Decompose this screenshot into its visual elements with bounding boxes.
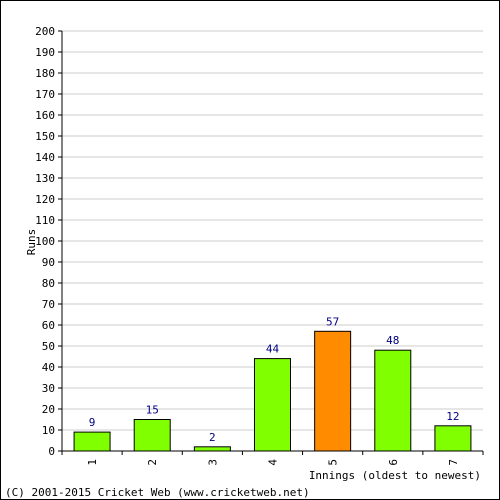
y-tick-label: 180: [35, 67, 55, 80]
data-label: 9: [89, 416, 96, 429]
y-tick-label: 90: [42, 256, 55, 269]
x-tick-label: 6: [387, 459, 400, 466]
data-label: 44: [266, 343, 280, 356]
bar: [254, 358, 291, 452]
x-axis-label: Innings (oldest to newest): [309, 469, 481, 482]
x-tick-label: 5: [327, 459, 340, 466]
y-tick-label: 140: [35, 151, 55, 164]
y-tick-label: 10: [42, 424, 55, 437]
y-tick-label: 170: [35, 88, 55, 101]
bar: [73, 431, 111, 452]
y-tick-label: 160: [35, 109, 55, 122]
y-tick-label: 100: [35, 235, 55, 248]
copyright-text: (C) 2001-2015 Cricket Web (www.cricketwe…: [5, 486, 310, 499]
data-label: 57: [326, 315, 339, 328]
data-label: 15: [146, 404, 159, 417]
y-tick-label: 200: [35, 25, 55, 38]
x-tick-label: 2: [146, 459, 159, 466]
y-tick-label: 120: [35, 193, 55, 206]
x-tick-label: 7: [447, 459, 460, 466]
y-tick-label: 50: [42, 340, 55, 353]
data-label: 48: [386, 334, 399, 347]
bar: [374, 349, 412, 452]
y-tick-label: 110: [35, 214, 55, 227]
bar: [434, 425, 472, 452]
y-tick-label: 40: [42, 361, 55, 374]
bar: [193, 446, 231, 452]
y-tick-label: 20: [42, 403, 55, 416]
data-label: 2: [209, 431, 216, 444]
data-label: 12: [446, 410, 459, 423]
y-tick-label: 130: [35, 172, 55, 185]
bar: [133, 419, 171, 452]
y-tick-label: 0: [48, 445, 55, 458]
y-tick-label: 60: [42, 319, 55, 332]
y-axis-label: Runs: [25, 229, 38, 256]
axes: [58, 30, 484, 455]
y-tick-label: 70: [42, 298, 55, 311]
x-tick-label: 4: [267, 459, 280, 466]
x-tick-label: 3: [206, 459, 219, 466]
labels: 0 10 20 30 40 50 60 70 80 90 100 110 120 130 140 150 160…: [35, 25, 460, 466]
y-tick-label: 80: [42, 277, 55, 290]
bar: [314, 330, 352, 452]
y-tick-label: 150: [35, 130, 55, 143]
y-tick-label: 190: [35, 46, 55, 59]
y-tick-label: 30: [42, 382, 55, 395]
x-tick-label: 1: [86, 459, 99, 466]
grid-lines: [62, 30, 483, 431]
